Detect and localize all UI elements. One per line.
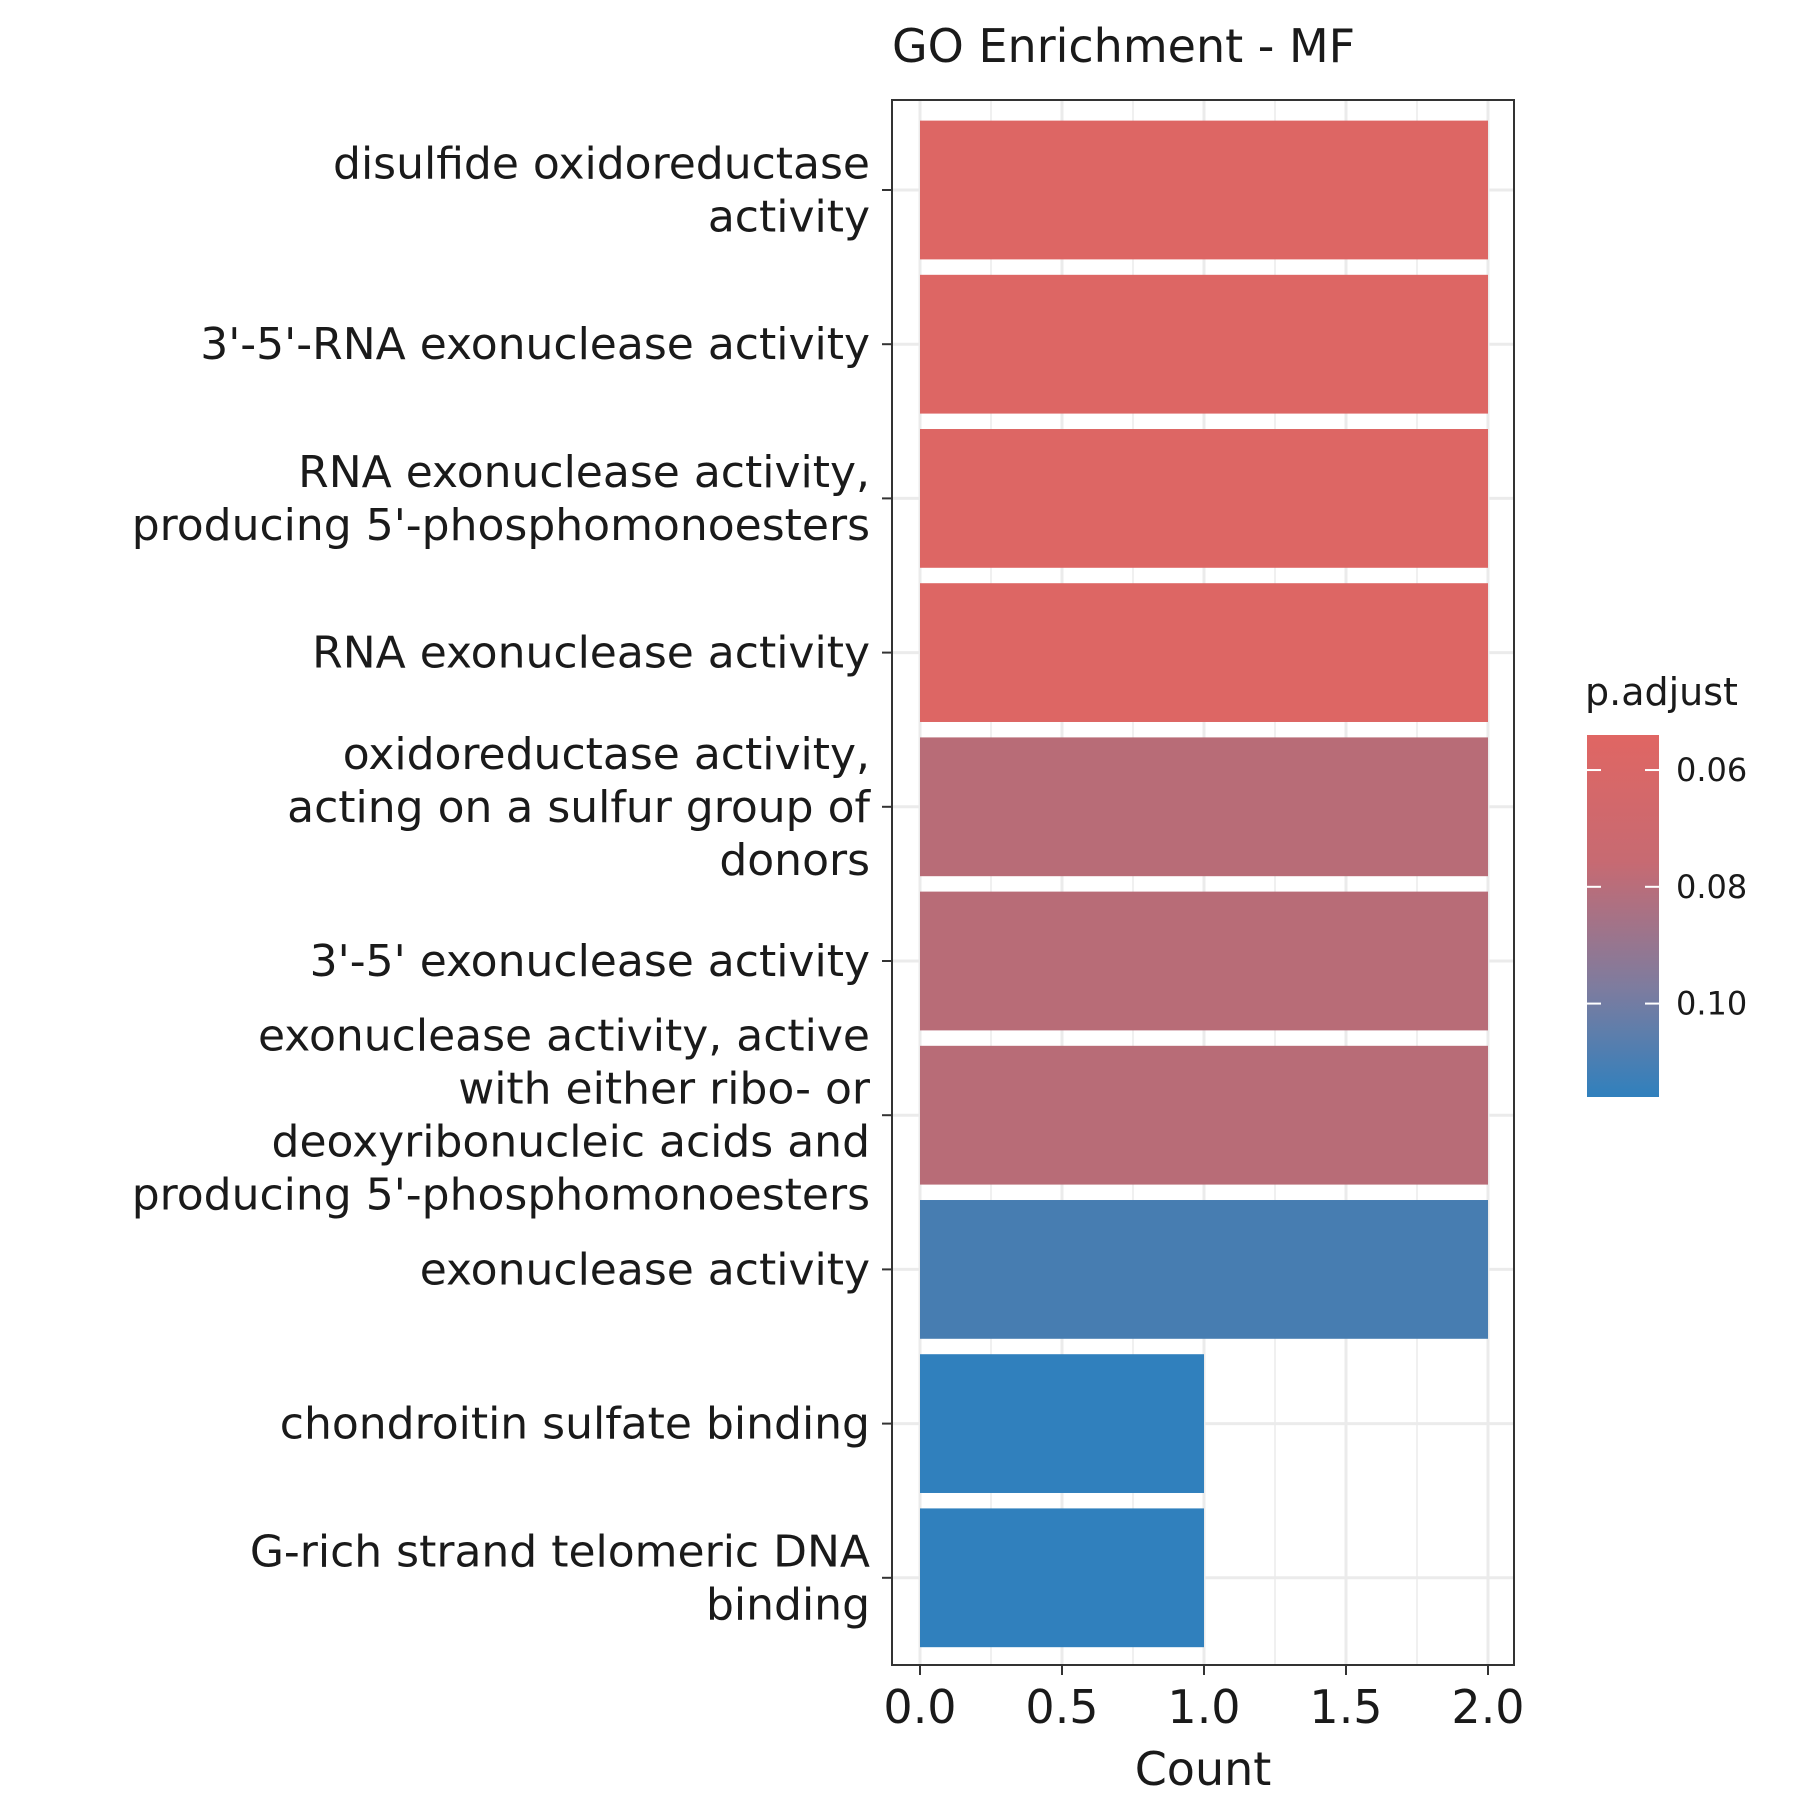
x-tick-label: 2.0 (1451, 1680, 1524, 1734)
bar (920, 583, 1488, 722)
legend-tick-label: 0.10 (1676, 985, 1747, 1023)
x-axis-title: Count (1135, 1742, 1272, 1796)
y-tick-label: RNA exonuclease activity (312, 628, 870, 679)
bar (920, 274, 1488, 414)
legend-tick-label: 0.08 (1676, 868, 1747, 906)
y-tick-label: RNA exonuclease activity, producing 5'-ph… (132, 447, 870, 551)
chart-title: GO Enrichment - MF (892, 19, 1355, 73)
legend-title: p.adjust (1585, 670, 1738, 714)
y-tick-label: disulfide oxidoreductase activity (333, 139, 870, 243)
bar (920, 737, 1488, 877)
y-tick-label: oxidoreductase activity, acting on a sulf… (287, 729, 871, 886)
legend-ticks: 0.06 0.08 0.10 (1587, 751, 1747, 1023)
bar (920, 1045, 1488, 1185)
y-tick-label: 3'-5' exonuclease activity (310, 936, 870, 987)
legend-colorbar (1587, 735, 1659, 1097)
bar (920, 891, 1488, 1031)
bar (920, 1200, 1488, 1339)
color-legend: p.adjust 0.06 0.08 0.10 (1585, 670, 1747, 1097)
bar (920, 1508, 1204, 1648)
x-tick-label: 1.0 (1167, 1680, 1240, 1734)
bar (920, 429, 1488, 568)
y-tick-label: exonuclease activity (420, 1244, 870, 1295)
x-axis: 0.0 0.5 1.0 1.5 2.0 (883, 1665, 1525, 1734)
bar (920, 120, 1488, 260)
bars (920, 120, 1488, 1648)
x-tick-label: 1.5 (1309, 1680, 1382, 1734)
y-axis: disulfide oxidoreductase activity 3'-5'-RN… (132, 139, 892, 1630)
x-tick-label: 0.5 (1025, 1680, 1098, 1734)
bar (920, 1354, 1204, 1493)
y-tick-label: G-rich strand telomeric DNA binding (250, 1526, 870, 1630)
y-tick-label: 3'-5'-RNA exonuclease activity (200, 319, 870, 370)
y-tick-label: exonuclease activity, active with either … (132, 1011, 871, 1221)
x-tick-label: 0.0 (883, 1680, 956, 1734)
legend-tick-label: 0.06 (1676, 751, 1747, 789)
y-tick-label: chondroitin sulfate binding (280, 1399, 870, 1450)
